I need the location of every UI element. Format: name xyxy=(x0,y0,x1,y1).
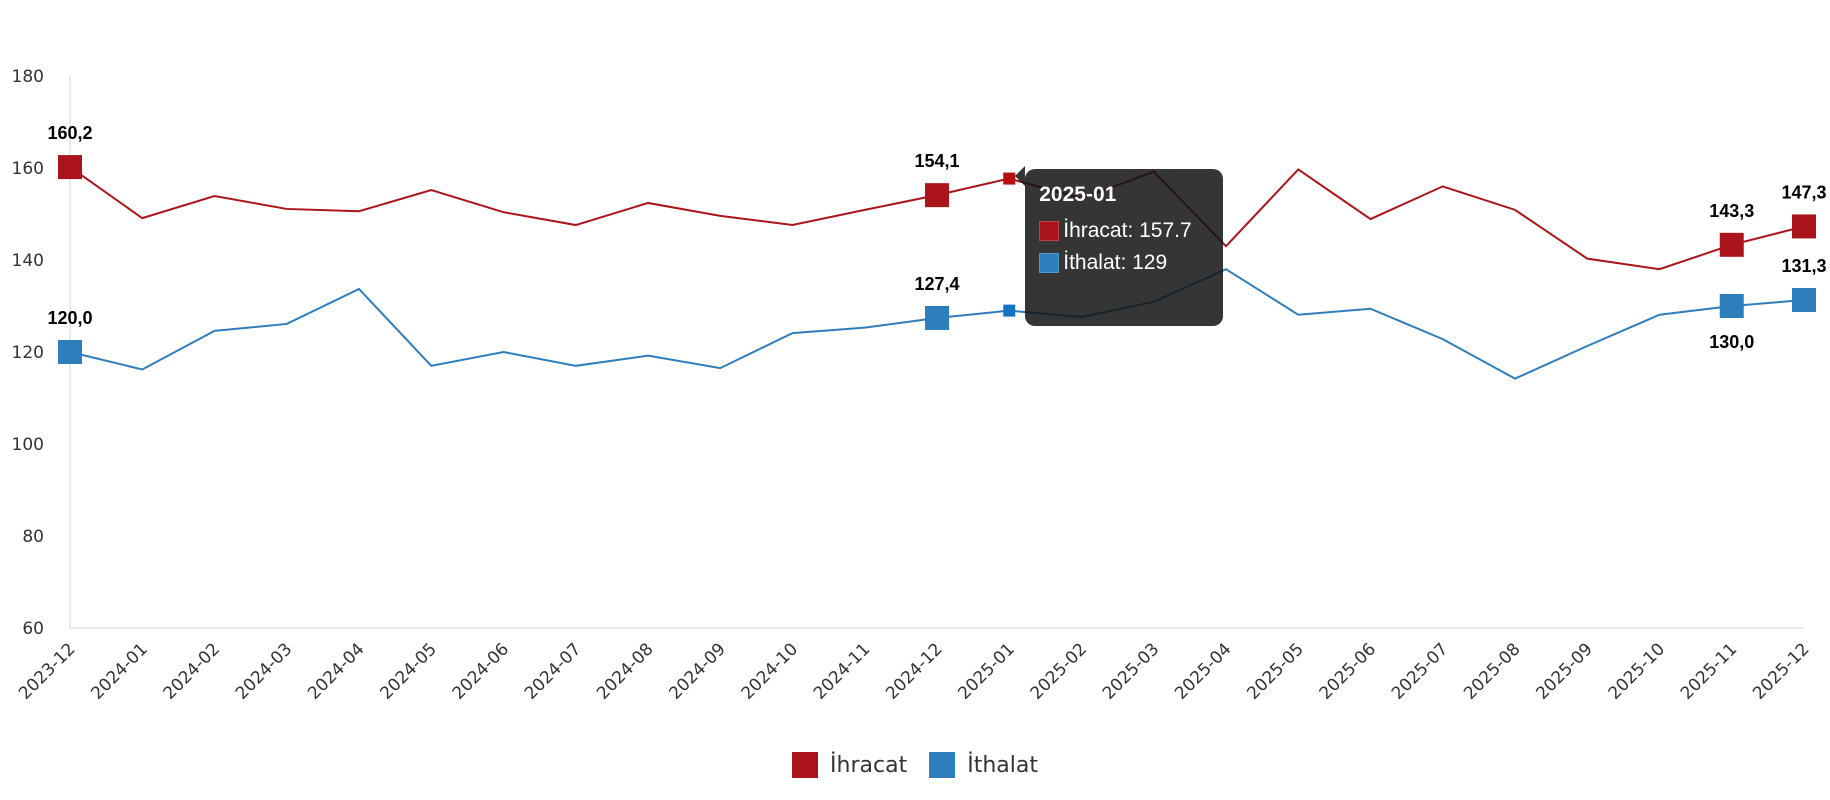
ithalat-legend-swatch-icon xyxy=(929,752,956,778)
legend-label-ithalat: İthalat xyxy=(967,752,1038,778)
data-label: 131,3 xyxy=(1781,256,1826,276)
x-tick-label: 2025-06 xyxy=(1316,639,1380,703)
tooltip-value-ihracat: İhracat: 157.7 xyxy=(1063,218,1192,242)
x-tick-label: 2025-12 xyxy=(1749,639,1813,703)
y-tick-label: 60 xyxy=(22,619,44,639)
x-tick-label: 2023-12 xyxy=(15,639,79,703)
x-tick-label: 2025-11 xyxy=(1677,639,1741,703)
data-label: 143,3 xyxy=(1709,201,1754,221)
ithalat-swatch-icon xyxy=(1039,252,1060,273)
x-tick-label: 2025-02 xyxy=(1027,639,1091,703)
y-tick-label: 120 xyxy=(12,343,44,363)
tooltip: 2025-01 İhracat: 157.7 İthalat: 129 xyxy=(1025,168,1224,326)
data-label: 147,3 xyxy=(1781,182,1826,202)
x-tick-label: 2024-12 xyxy=(882,639,946,703)
legend: İhracat İthalat xyxy=(0,752,1830,778)
x-tick-label: 2024-08 xyxy=(593,639,657,703)
x-tick-label: 2025-05 xyxy=(1243,639,1307,703)
data-label: 120,0 xyxy=(47,308,92,328)
x-tick-label: 2025-07 xyxy=(1388,639,1452,703)
data-point-marker xyxy=(1719,294,1744,318)
y-tick-label: 180 xyxy=(12,67,44,87)
x-tick-label: 2025-09 xyxy=(1532,639,1596,703)
hovered-point-marker xyxy=(1003,172,1016,185)
data-label: 154,1 xyxy=(914,151,959,171)
data-label: 130,0 xyxy=(1709,332,1754,352)
x-tick-label: 2025-08 xyxy=(1460,639,1524,703)
x-tick-label: 2024-04 xyxy=(304,639,368,703)
x-tick-label: 2024-11 xyxy=(810,639,874,703)
legend-label-ihracat: İhracat xyxy=(830,752,908,778)
x-tick-label: 2024-02 xyxy=(160,639,224,703)
ihracat-legend-swatch-icon xyxy=(792,752,819,778)
data-point-marker xyxy=(1792,214,1816,239)
series-line-ihracat xyxy=(69,166,1805,271)
x-tick-label: 2024-06 xyxy=(449,639,513,703)
x-tick-label: 2025-10 xyxy=(1605,639,1669,703)
data-point-marker xyxy=(925,183,949,208)
tooltip-value-ithalat: İthalat: 129 xyxy=(1063,250,1168,274)
data-label: 160,2 xyxy=(47,123,92,143)
data-label: 127,4 xyxy=(914,274,959,294)
ihracat-swatch-icon xyxy=(1039,220,1060,241)
hovered-point-marker xyxy=(1003,304,1016,317)
data-point-marker xyxy=(58,155,82,180)
legend-item-ihracat[interactable]: İhracat xyxy=(792,752,907,778)
data-point-marker xyxy=(1719,232,1744,257)
y-tick-label: 80 xyxy=(22,527,44,547)
x-tick-label: 2024-01 xyxy=(87,639,151,703)
line-chart: 60 80 100 120 140 160 180 2023-12 2024-01 2024-02… xyxy=(12,67,1827,704)
x-tick-label: 2024-07 xyxy=(521,639,585,703)
legend-item-ithalat[interactable]: İthalat xyxy=(929,752,1038,778)
y-tick-label: 140 xyxy=(12,251,44,271)
tooltip-title: 2025-01 xyxy=(1039,182,1117,206)
x-tick-label: 2025-01 xyxy=(954,639,1018,703)
x-tick-label: 2024-03 xyxy=(232,639,296,703)
data-point-marker xyxy=(58,340,82,364)
tooltip-row-ihracat: İhracat: 157.7 xyxy=(1039,219,1209,243)
y-tick-label: 100 xyxy=(12,435,44,455)
x-tick-label: 2025-04 xyxy=(1171,639,1235,703)
tooltip-row-ithalat: İthalat: 129 xyxy=(1039,251,1209,275)
data-point-marker xyxy=(925,305,949,330)
data-point-marker xyxy=(1792,288,1816,313)
x-tick-label: 2024-09 xyxy=(665,639,729,703)
x-tick-label: 2025-03 xyxy=(1099,639,1163,703)
y-tick-label: 160 xyxy=(12,159,44,179)
x-tick-label: 2024-05 xyxy=(376,639,440,703)
x-tick-label: 2024-10 xyxy=(738,639,802,703)
